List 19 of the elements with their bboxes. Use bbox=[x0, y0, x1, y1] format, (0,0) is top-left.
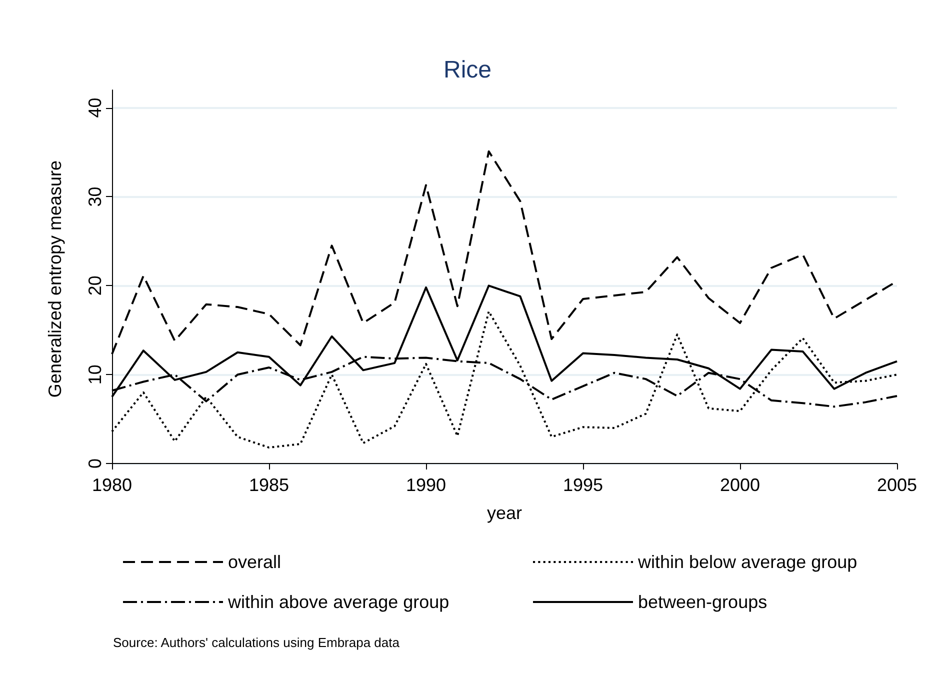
legend-label: within below average group bbox=[637, 552, 858, 572]
legend-label: within above average group bbox=[227, 592, 450, 612]
source-note: Source: Authors' calculations using Embrapa data bbox=[113, 635, 400, 650]
y-tick-label: 40 bbox=[85, 98, 105, 118]
x-axis-title: year bbox=[486, 503, 522, 523]
y-tick-label: 0 bbox=[85, 458, 105, 469]
y-tick-label: 30 bbox=[85, 186, 105, 207]
x-tick-label: 2005 bbox=[876, 475, 918, 495]
y-axis-title: Generalized entropy measure bbox=[45, 160, 65, 398]
y-tick-label: 10 bbox=[85, 364, 105, 385]
legend-label: between-groups bbox=[638, 592, 768, 612]
chart-title: Rice bbox=[443, 56, 492, 84]
x-tick-label: 1990 bbox=[406, 475, 446, 495]
x-tick-label: 1985 bbox=[248, 475, 290, 495]
x-tick-label: 1980 bbox=[92, 475, 132, 495]
x-tick-label: 2000 bbox=[720, 475, 760, 495]
y-tick-label: 20 bbox=[85, 276, 105, 296]
legend-label: overall bbox=[228, 552, 282, 572]
x-tick-label: 1995 bbox=[562, 475, 604, 495]
